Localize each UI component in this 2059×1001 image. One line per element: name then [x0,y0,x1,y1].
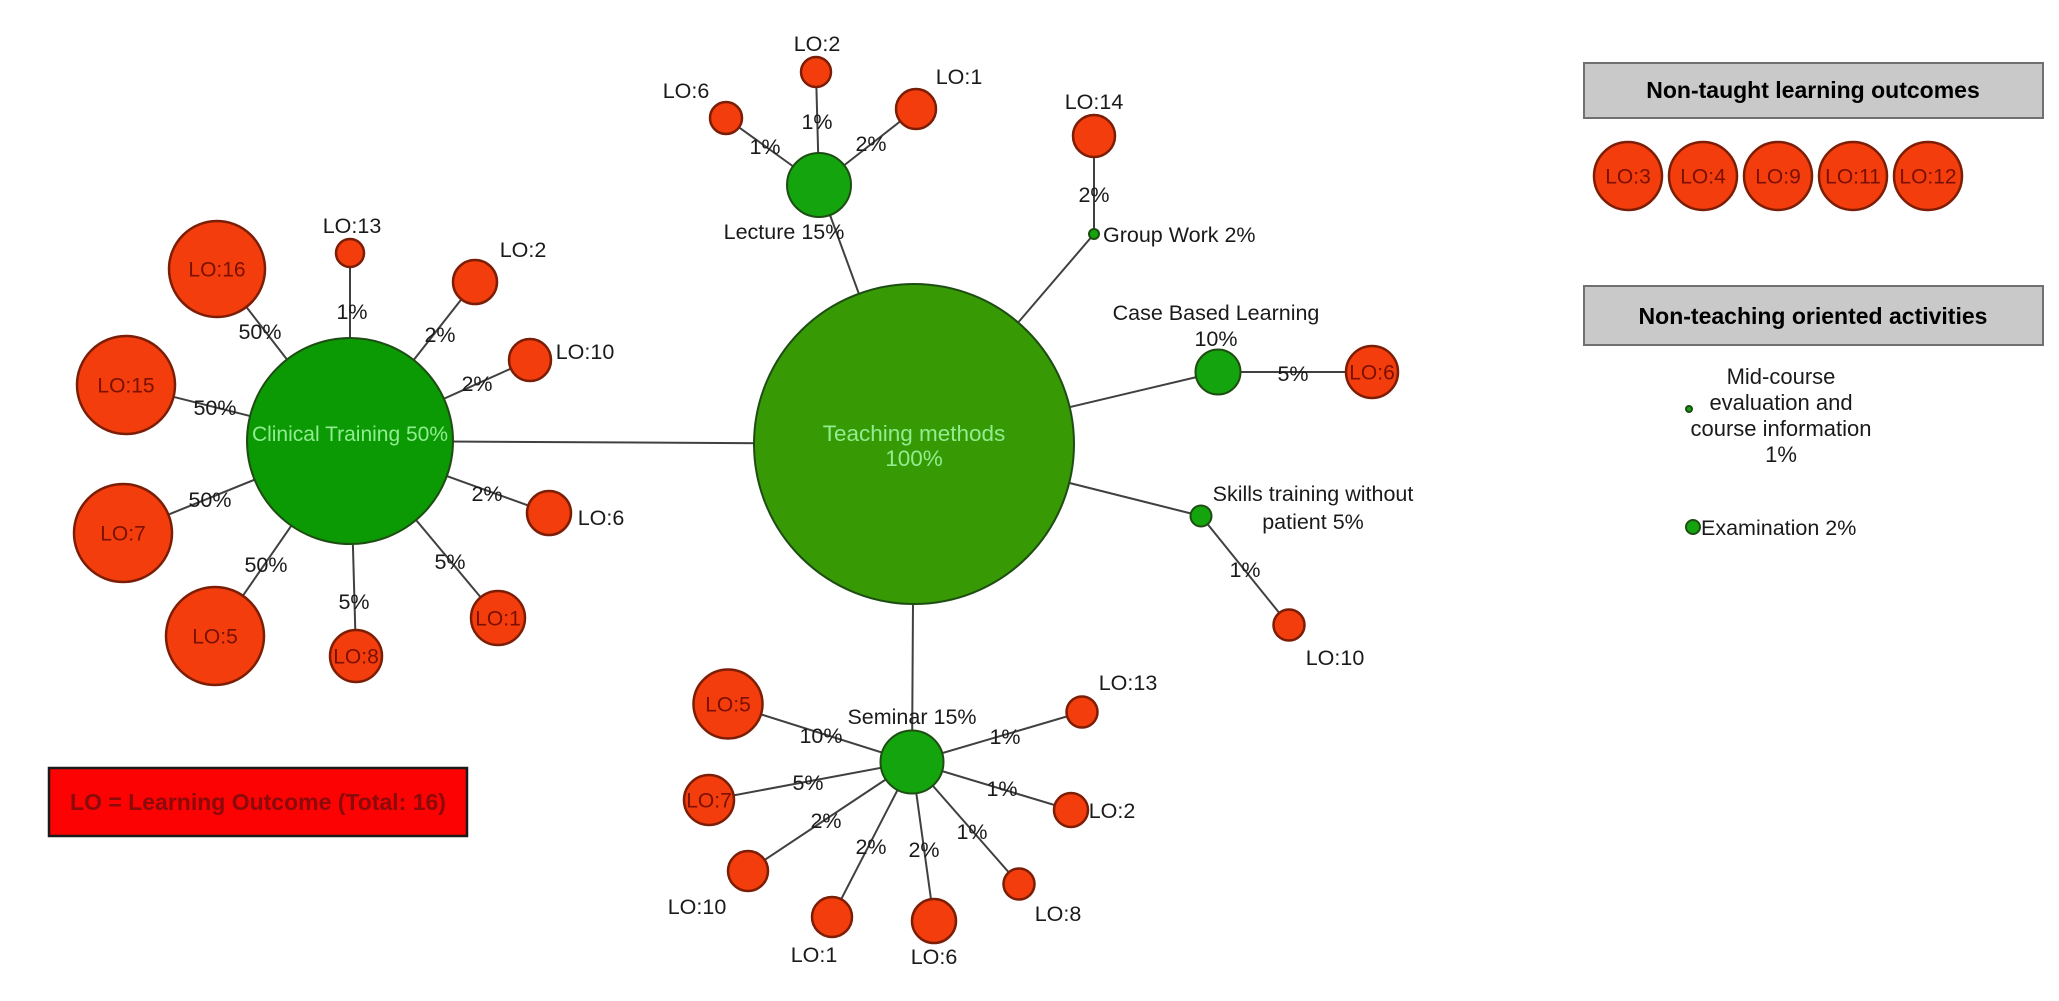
svg-text:LO:8: LO:8 [333,646,379,669]
svg-text:2%: 2% [855,132,886,156]
svg-text:LO:14: LO:14 [1065,90,1124,114]
svg-text:5%: 5% [1277,362,1308,386]
svg-text:LO:6: LO:6 [911,945,958,969]
svg-text:2%: 2% [461,372,492,396]
svg-text:LO:2: LO:2 [794,32,841,56]
svg-text:1%: 1% [749,135,780,159]
svg-text:course information: course information [1691,416,1872,441]
svg-text:Clinical Training 50%: Clinical Training 50% [252,423,448,446]
svg-text:50%: 50% [193,396,236,420]
svg-text:LO:16: LO:16 [188,259,245,282]
svg-text:LO:6: LO:6 [578,506,625,530]
svg-text:50%: 50% [238,320,281,344]
svg-text:LO:8: LO:8 [1035,902,1082,926]
svg-text:LO:1: LO:1 [791,943,838,967]
svg-text:LO:12: LO:12 [1899,166,1956,189]
svg-text:1%: 1% [801,110,832,134]
svg-text:100%: 100% [885,446,943,471]
svg-text:Teaching methods: Teaching methods [823,421,1006,446]
svg-text:2%: 2% [810,809,841,833]
svg-text:2%: 2% [855,835,886,859]
svg-text:Mid-course: Mid-course [1727,364,1836,389]
svg-text:LO:6: LO:6 [1349,362,1395,385]
svg-text:1%: 1% [1229,558,1260,582]
svg-text:10%: 10% [1194,327,1237,351]
svg-text:LO:5: LO:5 [192,626,238,649]
svg-text:Non-teaching oriented activiti: Non-teaching oriented activities [1639,303,1988,329]
svg-text:LO:4: LO:4 [1680,166,1726,189]
svg-text:1%: 1% [956,820,987,844]
svg-text:1%: 1% [989,725,1020,749]
svg-text:Non-taught learning outcomes: Non-taught learning outcomes [1646,77,1980,103]
svg-text:Skills training without: Skills training without [1213,482,1414,506]
svg-text:LO:10: LO:10 [556,340,615,364]
svg-text:50%: 50% [244,553,287,577]
svg-text:LO:13: LO:13 [1099,671,1158,695]
svg-text:10%: 10% [799,724,842,748]
svg-text:Lecture 15%: Lecture 15% [724,220,845,244]
svg-text:LO:5: LO:5 [705,694,751,717]
svg-text:2%: 2% [908,838,939,862]
svg-text:5%: 5% [792,771,823,795]
svg-text:LO:2: LO:2 [1089,799,1136,823]
svg-text:Group Work 2%: Group Work 2% [1103,223,1256,247]
svg-text:patient 5%: patient 5% [1262,510,1364,534]
svg-text:LO:7: LO:7 [686,790,732,813]
svg-text:LO:3: LO:3 [1605,166,1651,189]
svg-text:LO:10: LO:10 [1306,646,1365,670]
svg-text:Examination 2%: Examination 2% [1701,516,1856,540]
svg-text:evaluation and: evaluation and [1709,390,1852,415]
svg-text:1%: 1% [986,777,1017,801]
svg-text:LO:1: LO:1 [936,65,983,89]
svg-text:LO:1: LO:1 [475,608,521,631]
svg-text:LO:9: LO:9 [1755,166,1801,189]
svg-text:LO:15: LO:15 [97,375,154,398]
svg-text:2%: 2% [471,482,502,506]
svg-text:Seminar 15%: Seminar 15% [847,705,976,729]
svg-text:5%: 5% [434,550,465,574]
svg-text:LO:6: LO:6 [663,79,710,103]
svg-text:LO:13: LO:13 [323,214,382,238]
svg-text:LO:2: LO:2 [500,238,547,262]
svg-text:Case Based Learning: Case Based Learning [1113,301,1320,325]
svg-text:LO:7: LO:7 [100,523,146,546]
svg-text:1%: 1% [336,300,367,324]
svg-text:5%: 5% [338,590,369,614]
svg-text:50%: 50% [188,488,231,512]
svg-text:1%: 1% [1765,442,1797,467]
svg-text:LO = Learning Outcome (Total:: LO = Learning Outcome (Total: 16) [70,789,446,815]
svg-text:2%: 2% [424,323,455,347]
svg-text:LO:10: LO:10 [668,895,727,919]
svg-text:2%: 2% [1078,183,1109,207]
svg-text:LO:11: LO:11 [1825,166,1881,189]
